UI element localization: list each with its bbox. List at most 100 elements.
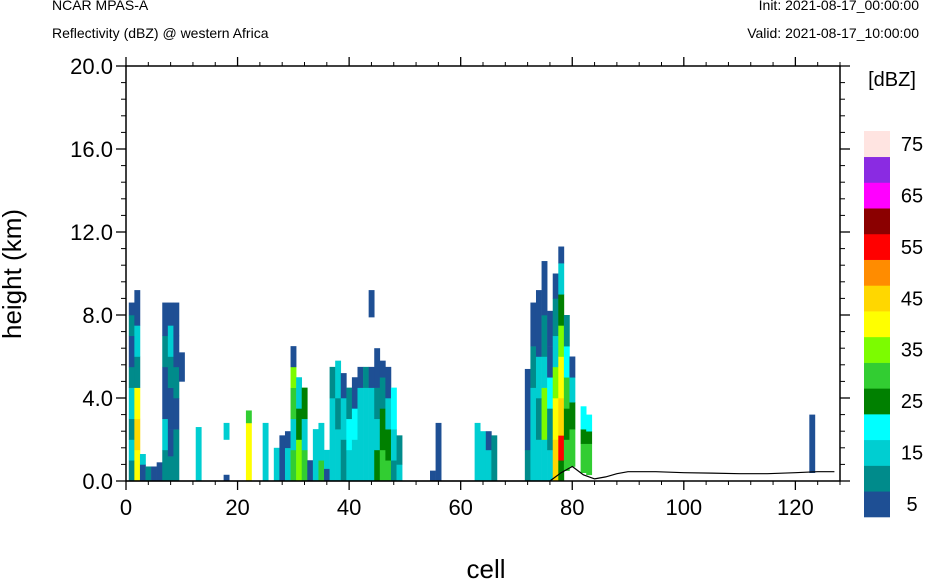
reflectivity-cell [162,335,169,368]
reflectivity-cell [134,356,141,388]
reflectivity-cell [273,447,280,482]
reflectivity-cell [586,443,593,476]
reflectivity-cell [491,435,498,482]
reflectivity-cell [134,418,141,451]
x-tick-label: 40 [337,495,361,520]
reflectivity-cell [569,429,576,467]
reflectivity-cell [368,439,375,482]
reflectivity-cell [128,366,135,388]
reflectivity-cell [390,429,397,461]
reflectivity-cell [569,356,576,378]
reflectivity-cell [167,456,174,482]
y-tick-label: 4.0 [82,386,113,411]
reflectivity-cell [134,449,141,482]
colorbar-swatch [864,414,890,441]
reflectivity-cell [558,356,565,399]
chart-header-valid-time: Valid: 2021-08-17_10:00:00 [747,25,919,41]
reflectivity-cell [563,408,570,440]
reflectivity-cell [296,377,303,409]
y-axis-title: height (km) [0,209,27,339]
reflectivity-cell [541,315,548,357]
reflectivity-cell [296,439,303,482]
reflectivity-cell [552,366,559,399]
x-tick-label: 100 [665,495,702,520]
reflectivity-cell [223,422,230,440]
reflectivity-cell [524,368,531,451]
reflectivity-cell [541,261,548,316]
reflectivity-cell [284,431,291,449]
reflectivity-cell [547,408,554,451]
reflectivity-cell [563,346,570,378]
colorbar-label: 65 [901,185,923,207]
reflectivity-cell [178,352,185,382]
reflectivity-cell [128,439,135,461]
reflectivity-cell [340,439,347,482]
reflectivity-cell [524,449,531,482]
reflectivity-cell [167,356,174,388]
reflectivity-cell [474,422,481,482]
reflectivity-cell [145,466,152,482]
y-tick-label: 12.0 [70,220,113,245]
colorbar-unit-label: [dBZ] [868,69,916,91]
reflectivity-cell [558,294,565,326]
reflectivity-cell [552,398,559,440]
reflectivity-cell [223,474,230,482]
x-tick-label: 20 [225,495,249,520]
reflectivity-cell [390,460,397,482]
reflectivity-cell [173,335,180,368]
reflectivity-cell [379,360,386,378]
reflectivity-cell [374,449,381,482]
reflectivity-cell [809,414,816,473]
reflectivity-cell [167,302,174,326]
reflectivity-cell [351,439,358,482]
reflectivity-cell [324,468,330,482]
reflectivity-cell [245,422,252,482]
colorbar-swatch [864,311,890,338]
reflectivity-cell [563,315,570,347]
reflectivity-cell [580,443,587,473]
reflectivity-cell [558,435,565,461]
reflectivity-cell [558,325,565,357]
reflectivity-cell [340,373,347,399]
reflectivity-cell [173,302,180,337]
colorbar-label: 45 [901,288,923,310]
reflectivity-cell [128,460,135,482]
reflectivity-cell [368,366,375,388]
reflectivity-cell [396,464,403,482]
colorbar-swatch [864,131,890,158]
colorbar-swatch [864,259,890,286]
reflectivity-cell [284,447,291,482]
colorbar-label: 5 [906,494,917,516]
reflectivity-cell [379,408,386,451]
reflectivity-cell [586,431,593,444]
reflectivity-cell [134,387,141,420]
reflectivity-cell [396,435,403,465]
reflectivity-cell [547,377,554,409]
reflectivity-cell [162,366,169,420]
colorbar-label: 55 [901,237,923,259]
reflectivity-cell [335,398,342,430]
axis-ticks: 0 20 40 60 80 100 120 0.0 4.0 8.0 12.0 16.0 20.0 [70,54,850,520]
colorbar-label: 25 [901,391,923,413]
chart-header-init-time: Init: 2021-08-17_00:00:00 [758,0,919,13]
reflectivity-cell [245,410,252,424]
reflectivity-cell [374,348,381,388]
x-tick-label: 80 [560,495,584,520]
plot-frame [125,65,841,482]
reflectivity-cell [128,315,135,337]
reflectivity-cell [357,366,364,388]
reflectivity-cell [541,356,548,388]
reflectivity-cell [167,429,174,457]
reflectivity-cell [552,273,559,299]
reflectivity-cell [195,427,202,482]
reflectivity-cell [580,406,587,430]
reflectivity-cell [139,464,146,482]
reflectivity-cell [134,325,141,357]
reflectivity-cell [290,449,297,482]
reflectivity-cell [480,431,487,482]
colorbar-swatch [864,336,890,363]
reflectivity-cell [290,346,297,368]
colorbar-swatch [864,439,890,466]
reflectivity-cell [329,439,336,482]
